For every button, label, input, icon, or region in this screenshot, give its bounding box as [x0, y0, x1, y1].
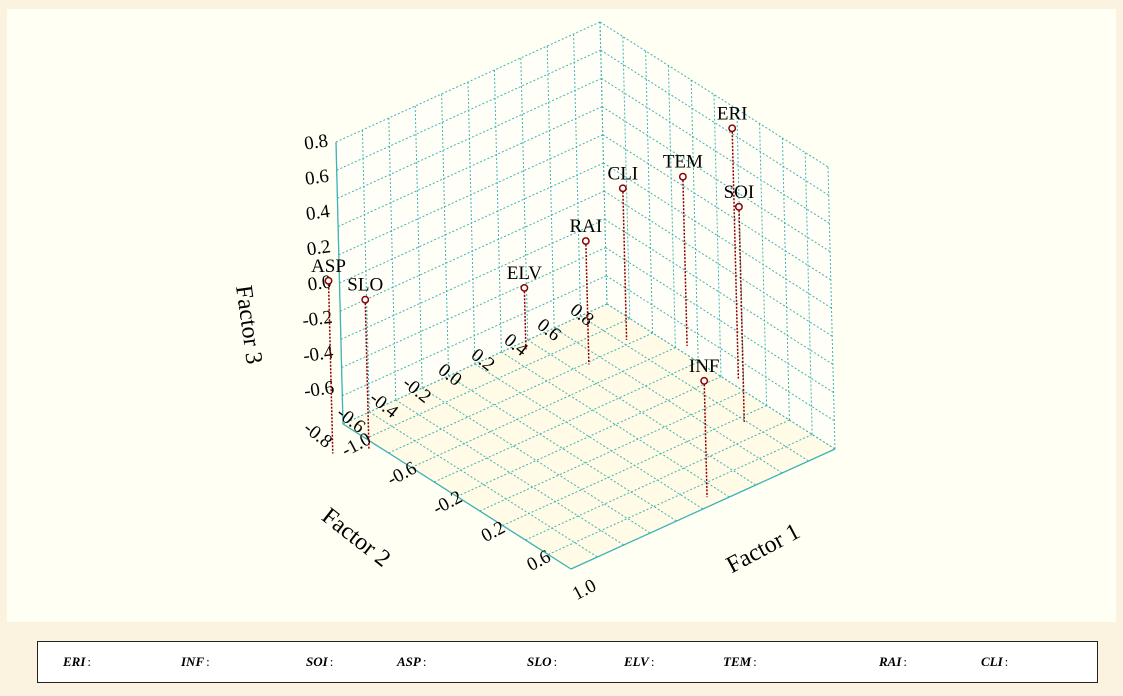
side-wall-grid-line	[337, 77, 602, 199]
back-wall-grid-line	[602, 134, 832, 281]
back-wall-grid-line	[827, 166, 836, 450]
floor-grid-line	[553, 327, 783, 474]
back-wall-grid-line	[781, 137, 790, 421]
z-tick-label: 0.6	[304, 166, 330, 190]
side-wall-grid-line	[493, 69, 502, 353]
back-wall-grid-line	[603, 190, 833, 337]
legend-item: CLI:	[981, 654, 1009, 669]
floor-grid-line	[365, 318, 631, 439]
floor-grid-line	[395, 399, 625, 546]
side-wall-grid-line	[335, 21, 601, 143]
z-tick-label: -0.4	[302, 342, 335, 367]
scatter-3d-chart: -0.6-0.4-0.20.00.20.40.60.8-0.8-0.6-0.4-…	[230, 21, 836, 605]
legend-item: RAI:	[879, 654, 908, 669]
side-wall-grid-line	[339, 162, 604, 284]
point-label: SOI	[724, 182, 755, 203]
side-wall-grid-line	[414, 105, 423, 389]
drop-line	[364, 299, 370, 450]
data-point	[361, 295, 370, 304]
point-label: INF	[689, 356, 720, 377]
back-wall-grid-line	[606, 303, 836, 450]
drop-line	[682, 176, 688, 346]
floor-grid-line	[448, 375, 677, 522]
point-label: TEM	[663, 152, 703, 173]
data-point	[618, 184, 627, 193]
back-wall-grid-line	[645, 50, 654, 334]
drop-line	[327, 280, 334, 454]
side-wall-grid-line	[338, 134, 604, 256]
z-tick-label: 0.8	[303, 130, 329, 154]
floor-grid-line	[502, 405, 767, 526]
floor-grid-line	[421, 387, 651, 534]
chart-panel: -0.6 -0.4 -0.2 0.0 0.2 0.4 0.6 0.8 -0.8 -0.6 -0.4-…	[7, 9, 1116, 622]
floor-grid-line	[580, 315, 809, 462]
axis-edge	[335, 141, 344, 425]
y-axis-title: Factor 2	[317, 503, 396, 572]
axis-edge	[342, 423, 572, 570]
data-point	[734, 202, 743, 211]
point-label: CLI	[608, 163, 639, 184]
back-wall-grid-line	[599, 21, 829, 168]
floor-grid-line	[547, 434, 813, 555]
floor-grid-line	[369, 411, 598, 558]
z-tick-label: 0.2	[305, 236, 331, 260]
z-tick-label: -0.2	[301, 307, 334, 332]
legend-box: ERI: INF: SOI: ASP: SLO: ELV: TEM: RAI: …	[37, 641, 1098, 683]
side-wall-grid-line	[546, 45, 555, 329]
data-point	[581, 237, 590, 246]
legend-item: ELV:	[624, 654, 655, 669]
x-axis-title: Factor 1	[722, 519, 804, 579]
floor-grid-line	[527, 339, 757, 486]
y-tick-label: -0.8	[299, 418, 336, 453]
back-wall-grid-line	[601, 106, 831, 253]
floor-grid-line	[474, 363, 704, 510]
side-wall-grid-line	[599, 21, 608, 305]
point-label: SLO	[347, 275, 383, 296]
point-label: ELV	[507, 263, 542, 284]
drop-line	[622, 188, 628, 340]
floor-grid-line	[456, 376, 722, 497]
data-point	[700, 376, 709, 385]
z-tick-label: 0.4	[305, 201, 332, 225]
back-wall-grid-line	[601, 77, 830, 224]
side-wall-grid-line	[573, 33, 582, 317]
drop-line	[703, 380, 708, 498]
z-axis-title: Factor 3	[230, 284, 267, 366]
back-wall-grid-line	[606, 275, 835, 422]
back-wall-grid-line	[622, 36, 631, 319]
floor-grid-line	[479, 390, 745, 512]
back-wall-grid-line	[713, 94, 722, 377]
back-wall-grid-line	[759, 123, 768, 406]
back-wall-grid-line	[603, 162, 832, 309]
z-tick-label: -0.6	[303, 377, 336, 402]
data-point	[678, 172, 687, 181]
side-wall-grid-line	[441, 93, 450, 377]
floor-grid-line	[525, 419, 790, 541]
drop-line	[585, 241, 590, 365]
data-point	[520, 283, 529, 292]
back-wall-grid-line	[605, 247, 834, 394]
legend-item: SLO:	[527, 654, 558, 669]
side-wall-grid-line	[520, 57, 529, 341]
legend-item: ERI:	[63, 654, 92, 669]
legend-item: SOI:	[306, 654, 334, 669]
back-wall-grid-line	[600, 49, 829, 196]
data-point	[324, 276, 333, 285]
data-point	[728, 124, 737, 133]
side-wall-grid-line	[337, 106, 603, 228]
drop-line	[738, 206, 745, 422]
back-wall-grid-line	[604, 218, 834, 365]
floor-grid-line	[388, 332, 653, 454]
point-label: ERI	[717, 103, 748, 124]
legend-item: ASP:	[397, 654, 427, 669]
legend-item: TEM:	[723, 654, 757, 669]
legend-item: INF:	[181, 654, 210, 669]
point-label: ASP	[311, 256, 346, 277]
point-label: RAI	[569, 216, 602, 237]
side-wall-grid-line	[336, 49, 601, 171]
floor-grid-line	[501, 351, 730, 498]
x-tick-label: 1.0	[569, 575, 600, 605]
axis-edge	[570, 448, 836, 570]
back-wall-grid-line	[804, 152, 813, 435]
